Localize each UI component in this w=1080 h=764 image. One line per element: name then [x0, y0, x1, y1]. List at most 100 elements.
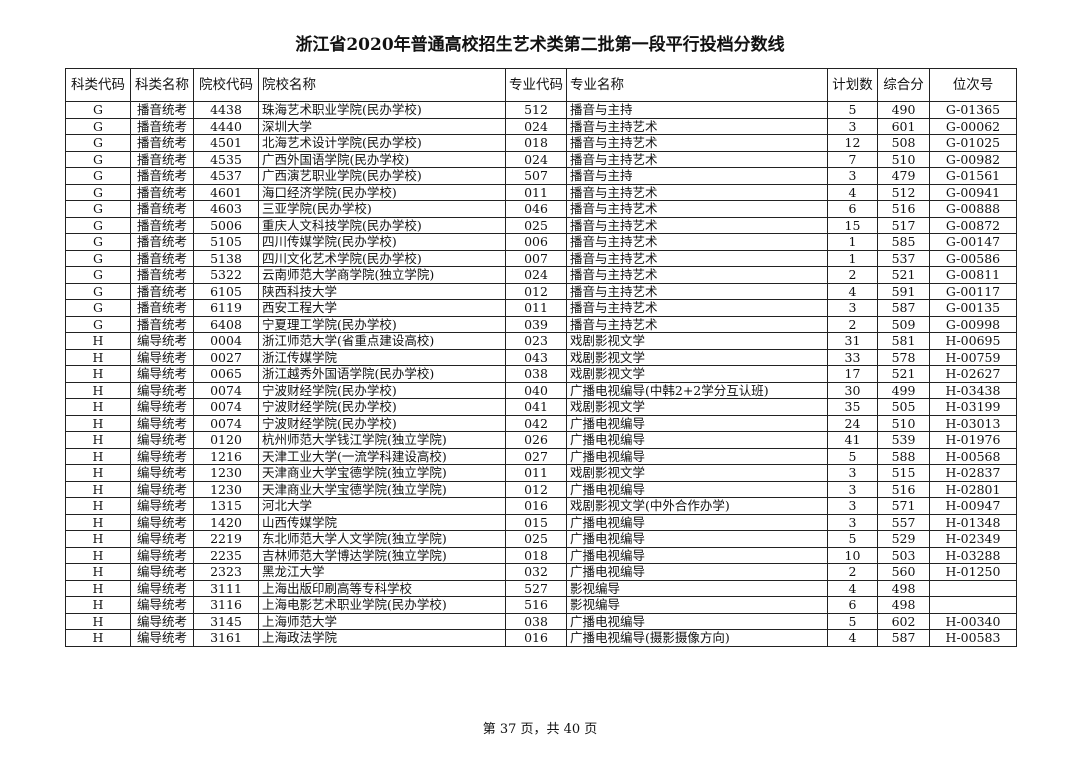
cell-school-name: 吉林师范大学博达学院(独立学院) — [258, 546, 506, 564]
cell-school-code: 3111 — [193, 579, 259, 597]
cell-rank-number: G-01365 — [929, 101, 1017, 119]
cell-school-name: 天津工业大学(一流学科建设高校) — [258, 447, 506, 465]
cell-major-code: 015 — [505, 513, 567, 531]
cell-total-score: 499 — [877, 381, 930, 399]
cell-plan-count: 3 — [827, 513, 878, 531]
cell-plan-count: 35 — [827, 398, 878, 416]
cell-plan-count: 15 — [827, 216, 878, 234]
cell-category-code: G — [65, 167, 131, 185]
table-row: G 播音统考 6105 陕西科技大学 012 播音与主持艺术 4 591 G-00117 — [65, 282, 1017, 300]
cell-total-score: 587 — [877, 629, 930, 647]
cell-major-name: 戏剧影视文学 — [566, 332, 828, 350]
cell-major-name: 广播电视编导 — [566, 563, 828, 581]
cell-school-code: 3161 — [193, 629, 259, 647]
cell-school-code: 0120 — [193, 431, 259, 449]
cell-major-name: 广播电视编导 — [566, 447, 828, 465]
cell-total-score: 498 — [877, 579, 930, 597]
cell-category-name: 播音统考 — [130, 167, 194, 185]
cell-category-code: G — [65, 117, 131, 135]
cell-category-code: G — [65, 233, 131, 251]
table-row: G 播音统考 4603 三亚学院(民办学校) 046 播音与主持艺术 6 516 G-00888 — [65, 200, 1017, 218]
table-row: G 播音统考 4438 珠海艺术职业学院(民办学校) 512 播音与主持 5 490 G-013… — [65, 101, 1017, 119]
cell-major-code: 016 — [505, 497, 567, 515]
header-school-code: 院校代码 — [193, 68, 259, 102]
cell-major-name: 播音与主持艺术 — [566, 183, 828, 201]
cell-total-score: 510 — [877, 150, 930, 168]
header-category-name: 科类名称 — [130, 68, 194, 102]
cell-plan-count: 2 — [827, 563, 878, 581]
cell-category-code: H — [65, 612, 131, 630]
table-row: H 编导统考 1216 天津工业大学(一流学科建设高校) 027 广播电视编导 5 588 H-… — [65, 447, 1017, 465]
header-rank-number: 位次号 — [929, 68, 1017, 102]
cell-school-name: 河北大学 — [258, 497, 506, 515]
cell-school-name: 天津商业大学宝德学院(独立学院) — [258, 464, 506, 482]
cell-total-score: 490 — [877, 101, 930, 119]
table-row: H 编导统考 3116 上海电影艺术职业学院(民办学校) 516 影视编导 6 498 — [65, 596, 1017, 614]
cell-rank-number: G-00117 — [929, 282, 1017, 300]
cell-major-name: 戏剧影视文学 — [566, 464, 828, 482]
cell-rank-number: H-02801 — [929, 480, 1017, 498]
cell-total-score: 505 — [877, 398, 930, 416]
cell-category-name: 编导统考 — [130, 579, 194, 597]
cell-school-code: 3145 — [193, 612, 259, 630]
cell-total-score: 521 — [877, 365, 930, 383]
cell-plan-count: 17 — [827, 365, 878, 383]
cell-rank-number: H-00583 — [929, 629, 1017, 647]
cell-major-code: 011 — [505, 299, 567, 317]
header-total-score: 综合分 — [877, 68, 930, 102]
cell-school-name: 西安工程大学 — [258, 299, 506, 317]
cell-school-code: 4438 — [193, 101, 259, 119]
cell-major-name: 广播电视编导 — [566, 530, 828, 548]
cell-school-code: 4603 — [193, 200, 259, 218]
cell-total-score: 578 — [877, 348, 930, 366]
table-row: H 编导统考 0027 浙江传媒学院 043 戏剧影视文学 33 578 H-00759 — [65, 348, 1017, 366]
cell-category-code: H — [65, 480, 131, 498]
cell-school-code: 0074 — [193, 414, 259, 432]
cell-rank-number: H-00568 — [929, 447, 1017, 465]
cell-school-name: 宁夏理工学院(民办学校) — [258, 315, 506, 333]
cell-category-name: 编导统考 — [130, 398, 194, 416]
cell-total-score: 510 — [877, 414, 930, 432]
cell-major-name: 播音与主持艺术 — [566, 134, 828, 152]
cell-rank-number: H-02627 — [929, 365, 1017, 383]
table-row: H 编导统考 0074 宁波财经学院(民办学校) 041 戏剧影视文学 35 505 H-031… — [65, 398, 1017, 416]
cell-rank-number: H-01250 — [929, 563, 1017, 581]
table-row: H 编导统考 0074 宁波财经学院(民办学校) 040 广播电视编导(中韩2+2学分互认… — [65, 381, 1017, 399]
cell-major-code: 032 — [505, 563, 567, 581]
cell-total-score: 557 — [877, 513, 930, 531]
cell-major-code: 018 — [505, 134, 567, 152]
cell-rank-number: H-01976 — [929, 431, 1017, 449]
cell-school-name: 三亚学院(民办学校) — [258, 200, 506, 218]
cell-major-name: 播音与主持艺术 — [566, 299, 828, 317]
cell-total-score: 521 — [877, 266, 930, 284]
cell-rank-number: H-00340 — [929, 612, 1017, 630]
cell-major-code: 018 — [505, 546, 567, 564]
header-category-code: 科类代码 — [65, 68, 131, 102]
cell-major-code: 024 — [505, 117, 567, 135]
table-row: H 编导统考 0120 杭州师范大学钱江学院(独立学院) 026 广播电视编导 41 539 H… — [65, 431, 1017, 449]
cell-school-name: 天津商业大学宝德学院(独立学院) — [258, 480, 506, 498]
cell-major-code: 527 — [505, 579, 567, 597]
cell-plan-count: 30 — [827, 381, 878, 399]
cell-total-score: 515 — [877, 464, 930, 482]
cell-plan-count: 4 — [827, 282, 878, 300]
cell-category-code: G — [65, 266, 131, 284]
admission-score-table: 科类代码 科类名称 院校代码 院校名称 专业代码 专业名称 计划数 综合分 位次号 G 播音统考 4… — [65, 68, 1017, 647]
table-row: G 播音统考 4537 广西演艺职业学院(民办学校) 507 播音与主持 3 479 G-015… — [65, 167, 1017, 185]
cell-total-score: 601 — [877, 117, 930, 135]
cell-major-code: 039 — [505, 315, 567, 333]
cell-school-code: 6119 — [193, 299, 259, 317]
cell-major-code: 025 — [505, 216, 567, 234]
cell-plan-count: 3 — [827, 299, 878, 317]
cell-plan-count: 1 — [827, 249, 878, 267]
cell-school-code: 0027 — [193, 348, 259, 366]
cell-school-name: 上海师范大学 — [258, 612, 506, 630]
cell-category-name: 编导统考 — [130, 546, 194, 564]
cell-school-code: 1420 — [193, 513, 259, 531]
cell-rank-number: G-01561 — [929, 167, 1017, 185]
cell-school-code: 6408 — [193, 315, 259, 333]
cell-school-code: 4501 — [193, 134, 259, 152]
cell-major-code: 023 — [505, 332, 567, 350]
cell-school-code: 5006 — [193, 216, 259, 234]
cell-school-name: 广西演艺职业学院(民办学校) — [258, 167, 506, 185]
